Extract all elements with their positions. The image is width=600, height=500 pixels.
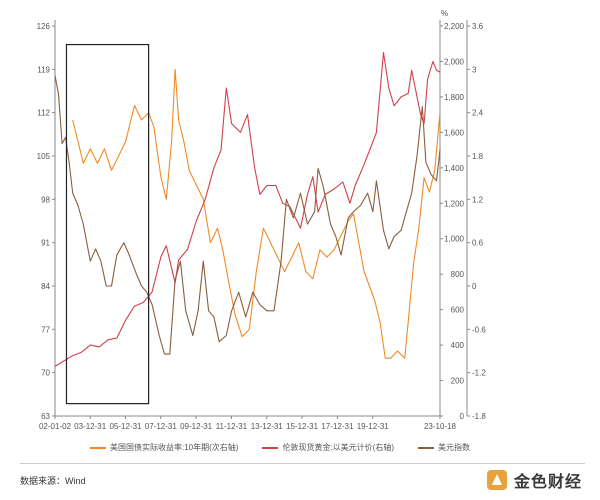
x-axis-tick-label: 23-10-18 [424,422,457,431]
left-axis-tick-label: 112 [37,109,50,118]
legend-label-gold: 伦敦现货黄金:以美元计价(右轴) [282,443,395,452]
x-axis-tick-label: 03-12-31 [74,422,107,431]
right-axis-2-tick-label: -1.2 [472,369,486,378]
left-axis-tick-label: 98 [41,195,50,204]
right-axis-1-tick-label: 2,000 [444,57,465,66]
data-source-note: 数据来源：Wind [20,476,86,486]
legend-swatch-real-yield [90,446,106,449]
x-axis-tick-label: 13-12-31 [251,422,284,431]
right-axis-2-tick-label: 3.6 [472,22,484,31]
right-axis-2-tick-label: 0 [472,282,477,291]
legend-swatch-gold [262,446,279,449]
series-line-0 [72,68,441,359]
right-axis-1-tick-label: 800 [451,270,465,279]
right-axis-1-tick-label: 400 [451,341,465,350]
right-axis-1-tick-label: 0 [460,412,465,421]
series-line-1 [54,52,441,367]
watermark-text: 金色财经 [513,474,582,491]
right-axis-2-tick-label: 3 [472,65,477,74]
legend-item-gold: 伦敦现货黄金:以美元计价(右轴) [262,442,394,453]
right-axis-1-tick-label: 1,600 [444,128,465,137]
x-axis-tick-label: 15-12-31 [286,422,319,431]
watermark: 金色财经 [486,468,582,492]
highlight-box [65,43,150,405]
right-axis-1-tick-label: 200 [451,377,465,386]
left-axis-tick-label: 70 [41,369,50,378]
left-axis-tick-label: 84 [41,282,50,291]
x-axis-tick-label: 07-12-31 [145,422,178,431]
right-axis-2-tick-label: -0.6 [472,325,486,334]
x-axis-tick-label: 19-12-31 [357,422,390,431]
right-axis-2-tick-label: 1.2 [472,195,484,204]
chart-legend: 美国国债实际收益率:10年期(次右轴) 伦敦现货黄金:以美元计价(右轴) 美元指… [90,442,470,453]
right-axis-1-tick-label: 600 [451,306,465,315]
legend-swatch-dxy [418,446,435,449]
right-axis-2-tick-label: 2.4 [472,109,484,118]
right-axis-2-tick-label: -1.8 [472,412,486,421]
x-axis-tick-label: 17-12-31 [321,422,354,431]
left-axis-tick-label: 105 [37,152,51,161]
legend-item-real-yield: 美国国债实际收益率:10年期(次右轴) [90,442,238,453]
right-axis-1-tick-label: 1,000 [444,235,465,244]
right-axis-2-tick-label: 1.8 [472,152,484,161]
footer-divider [20,463,585,464]
left-axis-tick-label: 126 [37,22,51,31]
right-axis-2-tick-label: 0.6 [472,239,484,248]
legend-label-real-yield: 美国国债实际收益率:10年期(次右轴) [110,443,239,452]
series-line-2 [54,75,441,355]
left-axis-tick-label: 63 [41,412,50,421]
right-axis-1-tick-label: 1,200 [444,199,465,208]
legend-label-dxy: 美元指数 [438,443,471,452]
x-axis-tick-label: 05-12-31 [109,422,142,431]
left-axis-tick-label: 91 [41,239,50,248]
x-axis-tick-label: 02-01-02 [39,422,72,431]
left-axis-tick-label: 119 [37,65,50,74]
left-axis-tick-label: 77 [41,325,50,334]
legend-item-dxy: 美元指数 [418,442,470,453]
right-axis-2-unit: % [441,9,448,18]
watermark-logo-icon [486,470,507,490]
x-axis-tick-label: 09-12-31 [180,422,213,431]
right-axis-1-tick-label: 1,800 [444,93,465,102]
right-axis-1-tick-label: 1,400 [444,164,465,173]
right-axis-1-tick-label: 2,200 [444,22,465,31]
chart-canvas: 63 70 77 84 91 98 105 112 119 126 0 200 400 600 800 1,0… [37,9,487,431]
x-axis-tick-label: 11-12-31 [216,422,248,431]
